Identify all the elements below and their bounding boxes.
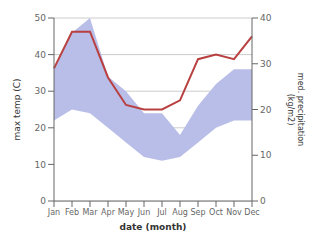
svg-text:0: 0 — [40, 196, 46, 206]
svg-text:date (month): date (month) — [120, 222, 187, 232]
svg-text:0: 0 — [260, 196, 266, 206]
svg-text:Oct: Oct — [209, 208, 223, 217]
svg-text:Nov: Nov — [226, 208, 242, 217]
svg-text:40: 40 — [260, 13, 272, 23]
svg-text:May: May — [118, 208, 135, 217]
svg-text:20: 20 — [260, 105, 272, 115]
svg-text:Jul: Jul — [156, 208, 167, 217]
svg-text:Apr: Apr — [101, 208, 116, 217]
svg-text:Jan: Jan — [47, 208, 60, 217]
svg-text:Sep: Sep — [190, 208, 205, 217]
svg-text:Jun: Jun — [137, 208, 151, 217]
svg-text:med. precipitation(kg/m2): med. precipitation(kg/m2) — [286, 73, 305, 146]
svg-text:Aug: Aug — [172, 208, 188, 217]
svg-text:Feb: Feb — [65, 208, 79, 217]
svg-text:20: 20 — [35, 123, 47, 133]
svg-text:30: 30 — [260, 59, 272, 69]
svg-text:30: 30 — [35, 86, 47, 96]
svg-text:10: 10 — [260, 150, 272, 160]
svg-text:Mar: Mar — [82, 208, 98, 217]
svg-text:50: 50 — [35, 13, 47, 23]
svg-text:40: 40 — [35, 50, 47, 60]
svg-text:10: 10 — [35, 160, 47, 170]
svg-text:Dec: Dec — [244, 208, 259, 217]
svg-text:max temp (C): max temp (C) — [12, 78, 22, 140]
